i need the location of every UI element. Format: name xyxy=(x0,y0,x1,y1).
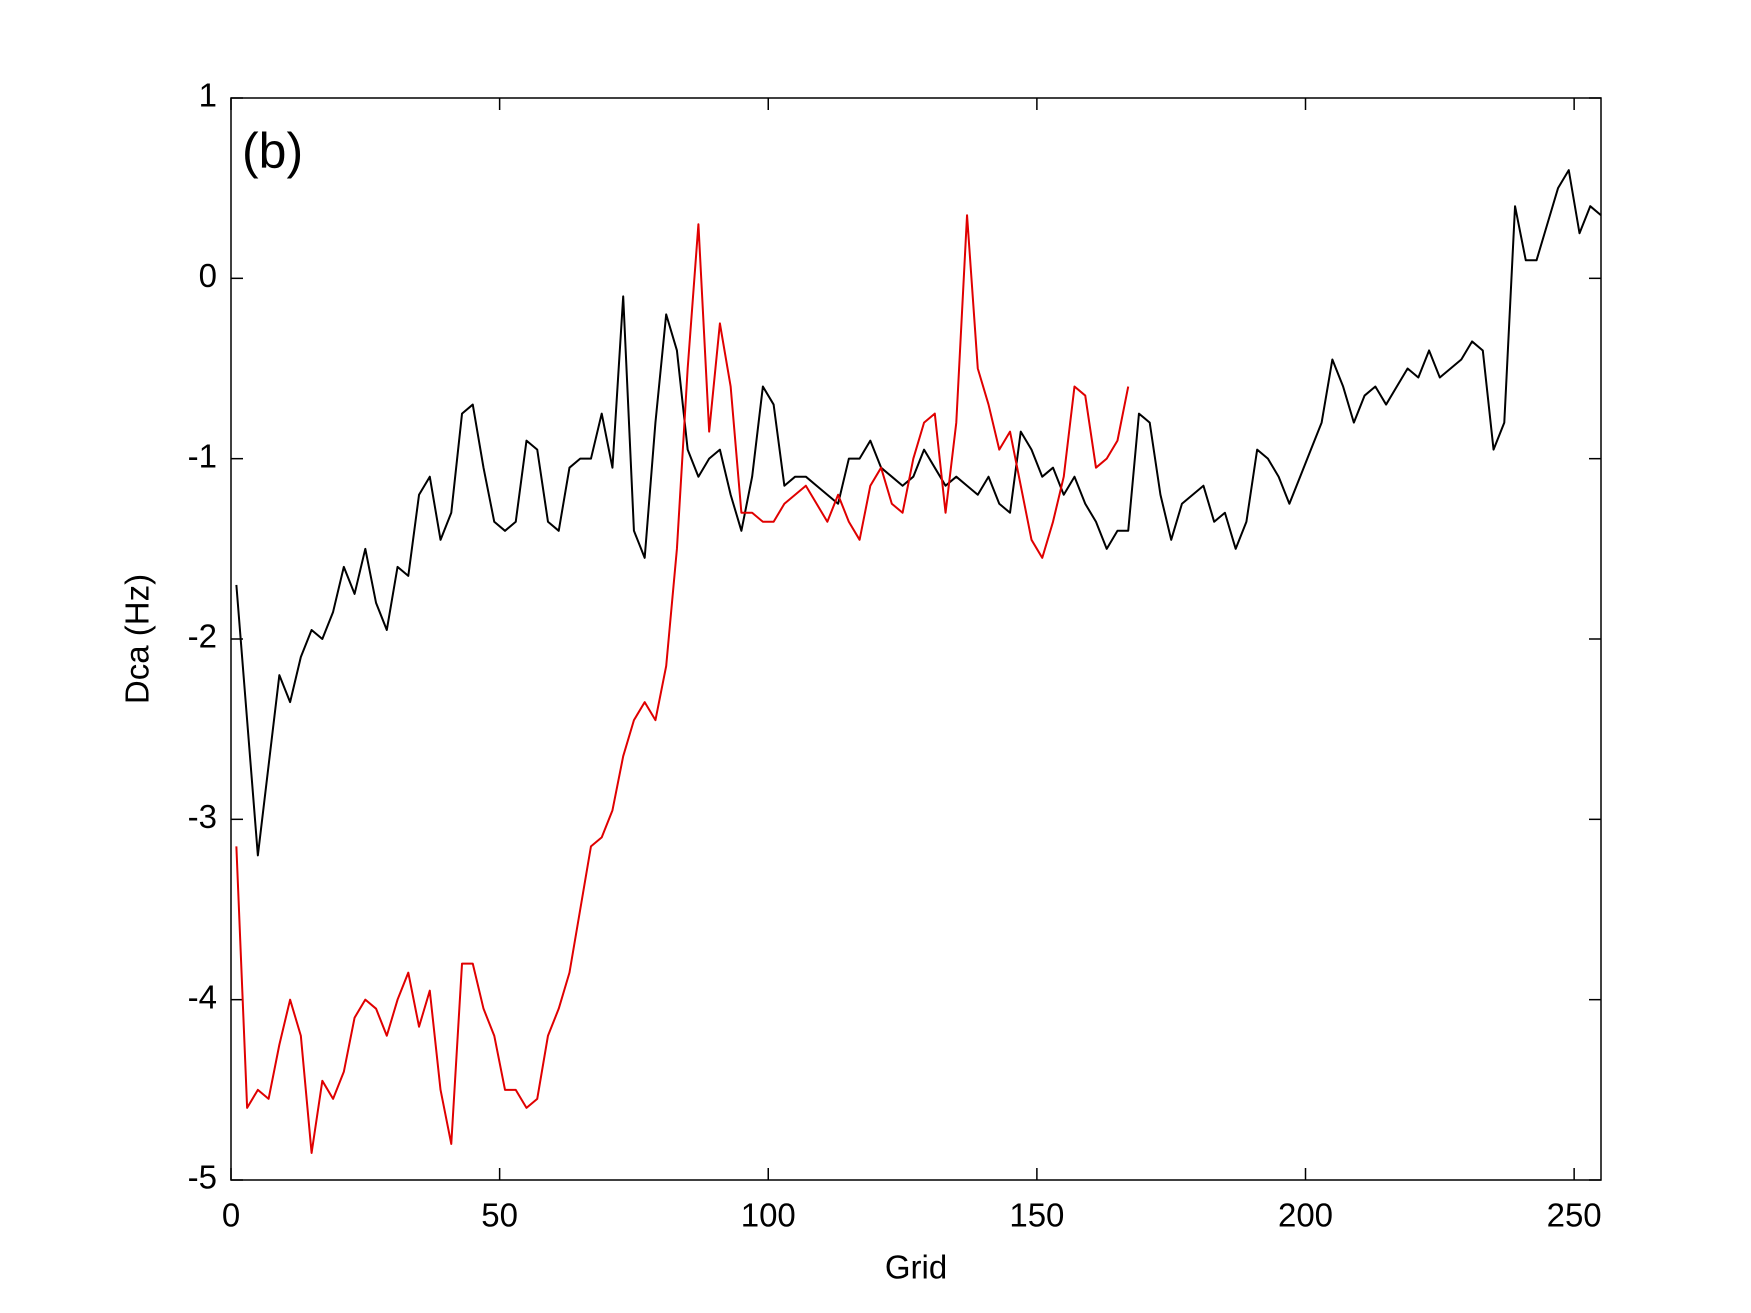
x-tick-label: 250 xyxy=(1547,1197,1602,1234)
panel-label: (b) xyxy=(242,123,303,179)
y-tick-label: -1 xyxy=(188,437,217,474)
y-tick-label: -4 xyxy=(188,978,217,1015)
y-tick-label: -5 xyxy=(188,1159,217,1196)
y-tick-label: -3 xyxy=(188,798,217,835)
plot-frame xyxy=(230,97,1602,1181)
data-line xyxy=(235,169,1602,857)
y-tick-label: 0 xyxy=(199,257,217,294)
y-tick-label: 1 xyxy=(199,77,217,114)
x-tick-label: 200 xyxy=(1278,1197,1333,1234)
x-tick-label: 50 xyxy=(481,1197,518,1234)
y-tick-label: -2 xyxy=(188,618,217,655)
x-tick-label: 0 xyxy=(222,1197,240,1234)
x-tick-label: 150 xyxy=(1009,1197,1064,1234)
x-tick-label: 100 xyxy=(741,1197,796,1234)
y-axis-label: Dca (Hz) xyxy=(119,574,156,704)
data-line xyxy=(235,214,1130,1154)
x-axis-label: Grid xyxy=(885,1249,947,1286)
